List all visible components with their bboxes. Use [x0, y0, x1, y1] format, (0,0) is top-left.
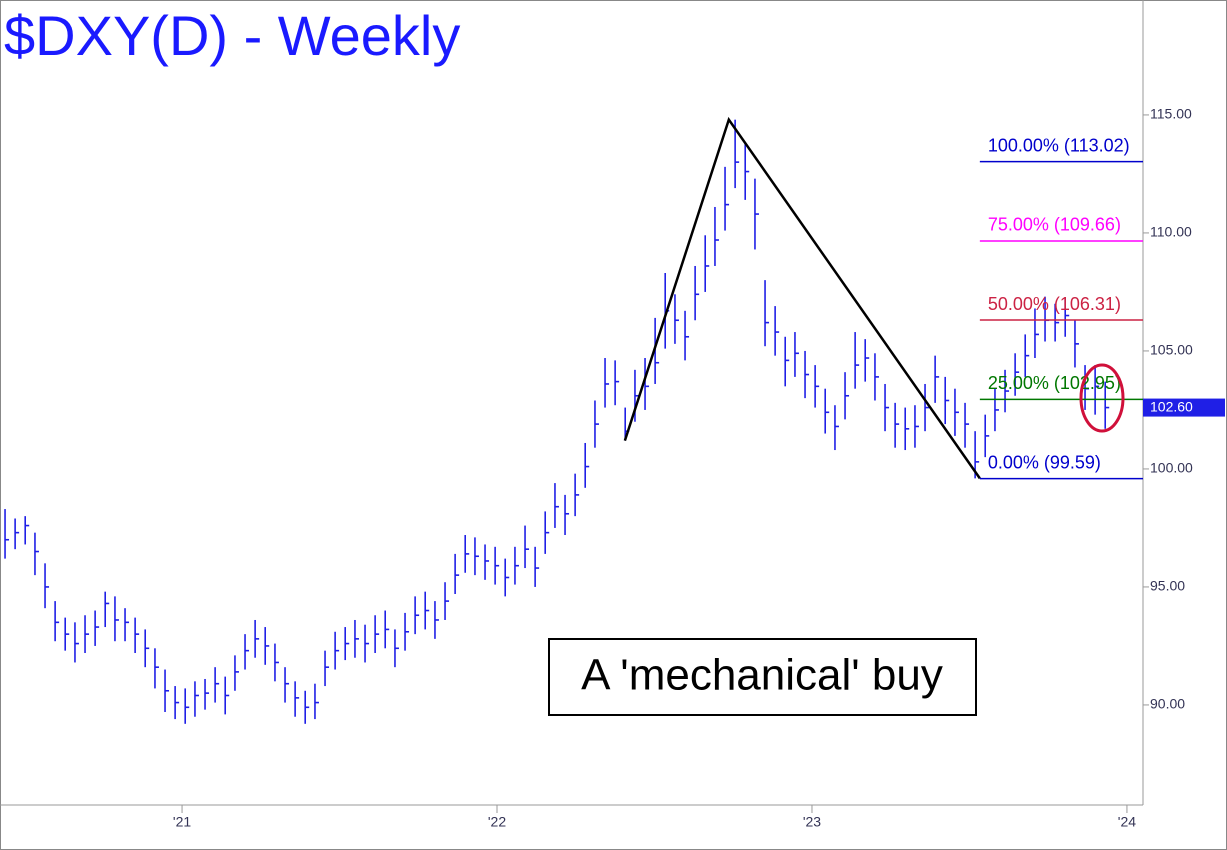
plot-area: 100.00% (113.02) 75.00% (109.66) 50.00% (1…	[4, 116, 1143, 724]
annotation-box	[548, 638, 977, 716]
y-tick-label: 110.00	[1150, 224, 1192, 240]
fib-label: 75.00% (109.66)	[988, 215, 1121, 235]
fib-label: 100.00% (113.02)	[988, 135, 1130, 155]
highlight-ellipse	[1079, 363, 1125, 433]
last-price-box	[1143, 398, 1225, 417]
y-tick-label: 105.00	[1150, 342, 1193, 358]
y-tick-label: 95.00	[1150, 578, 1185, 594]
x-tick-label: '23	[803, 814, 821, 830]
y-tick-label: 90.00	[1150, 696, 1185, 712]
fib-label: 0.00% (99.59)	[988, 452, 1101, 472]
y-tick-label: 115.00	[1150, 106, 1192, 122]
y-tick-label: 100.00	[1150, 460, 1193, 476]
pattern-line	[623, 116, 981, 480]
chart-title: $DXY(D) - Weekly	[4, 4, 460, 67]
axes: 90.00 95.00 100.00 105.00 110.00 115.00 '21 '22…	[173, 106, 1225, 830]
fib-label: 25.00% (102.95)	[988, 373, 1121, 393]
x-tick-label: '22	[488, 814, 506, 830]
fib-label: 50.00% (106.31)	[988, 294, 1121, 314]
annotation-text: A 'mechanical' buy	[581, 651, 943, 700]
x-tick-label: '21	[173, 814, 191, 830]
x-tick-label: '24	[1118, 814, 1136, 830]
last-price-label: 102.60	[1150, 398, 1193, 414]
